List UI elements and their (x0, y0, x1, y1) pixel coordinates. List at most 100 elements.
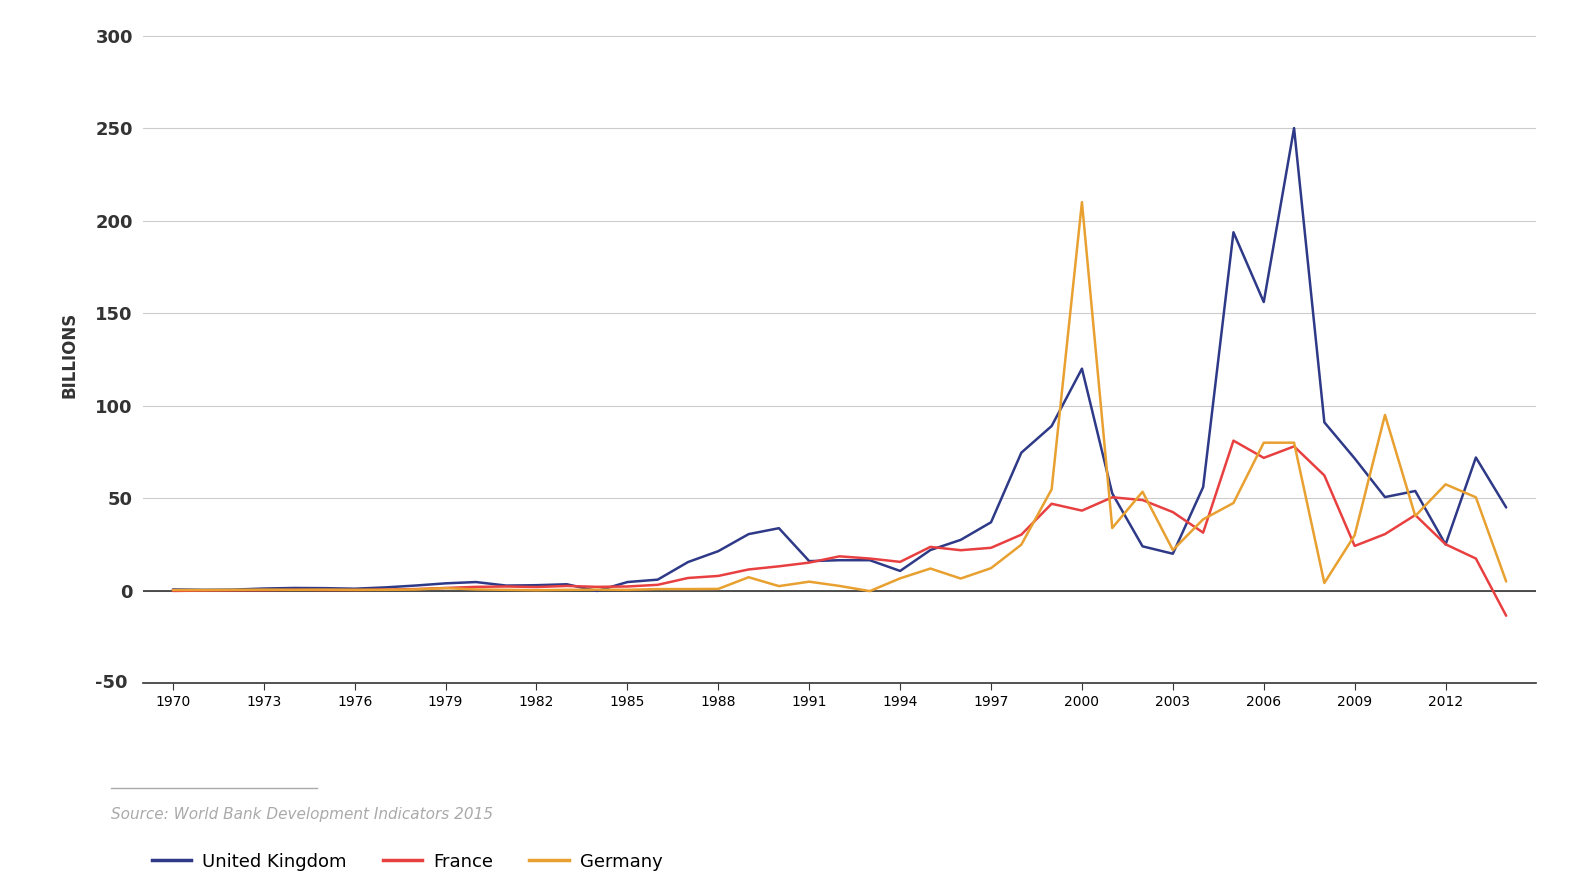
United Kingdom (466, 576, 485, 587)
Germany (1345, 530, 1364, 540)
France (436, 583, 455, 593)
France (1012, 529, 1031, 540)
United Kingdom (193, 584, 212, 595)
Text: Source: World Bank Development Indicators 2015: Source: World Bank Development Indicator… (111, 807, 493, 822)
United Kingdom (1285, 123, 1304, 133)
Text: -50: -50 (95, 675, 127, 692)
Germany (800, 576, 819, 587)
France (255, 585, 274, 596)
Y-axis label: BILLIONS: BILLIONS (60, 312, 79, 398)
Germany (527, 585, 546, 596)
France (1405, 510, 1424, 520)
France (740, 564, 759, 575)
United Kingdom (1315, 417, 1334, 427)
United Kingdom (982, 517, 1001, 527)
France (1163, 507, 1182, 518)
France (860, 554, 879, 564)
United Kingdom (1072, 364, 1091, 374)
Germany (678, 583, 697, 594)
France (648, 580, 667, 590)
France (1375, 529, 1394, 540)
United Kingdom (890, 566, 909, 576)
France (952, 545, 971, 555)
United Kingdom (1012, 448, 1031, 458)
France (1285, 442, 1304, 452)
Germany (1405, 511, 1424, 521)
France (345, 585, 364, 596)
Germany (1375, 410, 1394, 420)
Germany (890, 573, 909, 583)
United Kingdom (436, 578, 455, 589)
France (770, 561, 789, 571)
Germany (952, 573, 971, 583)
Germany (860, 586, 879, 597)
Germany (770, 581, 789, 591)
France (558, 581, 577, 591)
Germany (648, 583, 667, 594)
France (1467, 554, 1486, 564)
Line: Germany: Germany (173, 202, 1506, 591)
France (1497, 611, 1516, 621)
Germany (1315, 577, 1334, 588)
Germany (315, 584, 334, 595)
France (800, 557, 819, 568)
France (618, 582, 637, 592)
France (1345, 540, 1364, 551)
United Kingdom (860, 555, 879, 566)
Germany (1467, 492, 1486, 503)
Germany (163, 585, 182, 596)
United Kingdom (1345, 453, 1364, 463)
France (588, 582, 607, 592)
France (193, 585, 212, 596)
United Kingdom (255, 583, 274, 594)
France (406, 583, 425, 594)
Germany (1285, 437, 1304, 448)
France (163, 586, 182, 597)
France (1194, 527, 1213, 538)
Germany (406, 584, 425, 595)
France (830, 551, 849, 562)
Germany (1255, 437, 1274, 448)
United Kingdom (163, 584, 182, 595)
France (497, 582, 516, 592)
Germany (255, 584, 274, 595)
France (285, 584, 304, 595)
France (708, 570, 727, 581)
Germany (375, 584, 394, 595)
Germany (1163, 545, 1182, 555)
Legend: United Kingdom, France, Germany: United Kingdom, France, Germany (152, 853, 662, 872)
Germany (436, 583, 455, 593)
France (1255, 453, 1274, 463)
Germany (1224, 498, 1243, 508)
United Kingdom (558, 579, 577, 590)
Germany (982, 563, 1001, 574)
France (890, 556, 909, 567)
United Kingdom (497, 580, 516, 590)
Germany (466, 584, 485, 595)
Germany (193, 585, 212, 596)
France (920, 541, 939, 552)
Germany (920, 563, 939, 574)
United Kingdom (920, 545, 939, 555)
United Kingdom (1467, 452, 1486, 463)
Germany (1497, 576, 1516, 587)
Germany (708, 583, 727, 594)
United Kingdom (1194, 482, 1213, 492)
United Kingdom (678, 557, 697, 568)
United Kingdom (1375, 491, 1394, 502)
Line: France: France (173, 441, 1506, 616)
United Kingdom (770, 523, 789, 533)
Line: United Kingdom: United Kingdom (173, 128, 1506, 591)
Germany (1102, 523, 1121, 533)
Germany (1072, 197, 1091, 208)
Germany (1194, 514, 1213, 525)
France (466, 582, 485, 592)
Germany (1012, 540, 1031, 550)
United Kingdom (345, 583, 364, 594)
United Kingdom (375, 583, 394, 593)
France (1102, 492, 1121, 503)
Germany (345, 584, 364, 595)
United Kingdom (1163, 548, 1182, 559)
United Kingdom (1042, 420, 1061, 431)
United Kingdom (588, 586, 607, 597)
